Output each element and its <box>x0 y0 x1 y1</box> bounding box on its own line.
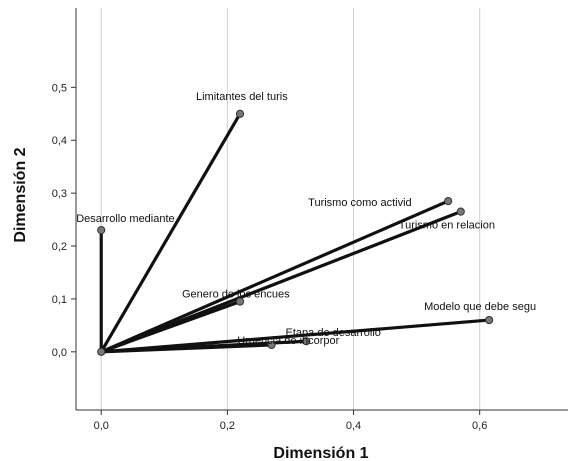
ray-layer <box>99 112 491 354</box>
point-label: Desarrollo mediante <box>76 213 174 225</box>
vector-line <box>99 199 450 354</box>
y-tick-label: 0,1 <box>52 294 67 306</box>
y-tick-label: 0,5 <box>52 82 67 94</box>
x-tick-label: 0,6 <box>472 420 487 432</box>
vector-line <box>99 112 242 354</box>
vector-line <box>99 299 242 354</box>
point-label: Limitantes del turis <box>196 91 288 103</box>
y-tick-label: 0,3 <box>52 188 67 200</box>
x-tick-label: 0,4 <box>346 420 361 432</box>
axis-layer: 0,0 0,2 0,4 0,6 0,0 0,1 0,2 0,3 0,4 0,5 <box>52 8 568 432</box>
data-point <box>456 207 465 216</box>
point-label: Etapa de desarrollo <box>286 327 381 339</box>
y-tick-label: 0,2 <box>52 241 67 253</box>
y-tick-label: 0,0 <box>52 347 67 359</box>
point-label: Turismo en relacion <box>399 220 495 232</box>
data-point <box>444 196 453 206</box>
point-label: Genero de los encues <box>182 289 290 301</box>
data-point <box>235 109 245 118</box>
vector-line <box>99 318 491 354</box>
data-point <box>485 315 494 325</box>
x-tick-label: 0,0 <box>94 420 109 432</box>
x-axis-title: Dimensión 1 <box>273 445 368 461</box>
point-label: Urgencia de incorpor <box>237 335 339 347</box>
point-layer <box>97 109 494 356</box>
point-label: Modelo que debe segu <box>424 301 536 313</box>
data-point <box>235 297 245 306</box>
x-tick-label: 0,2 <box>220 420 235 432</box>
y-axis-title: Dimensión 2 <box>12 147 29 242</box>
data-point <box>302 337 311 346</box>
data-point <box>267 340 276 350</box>
label-layer: Limitantes del turis Desarrollo mediante T… <box>76 91 536 347</box>
y-tick-label: 0,4 <box>52 135 67 147</box>
origin-point <box>97 347 106 356</box>
data-point <box>97 226 106 235</box>
point-label: Turismo como activid <box>308 197 412 209</box>
